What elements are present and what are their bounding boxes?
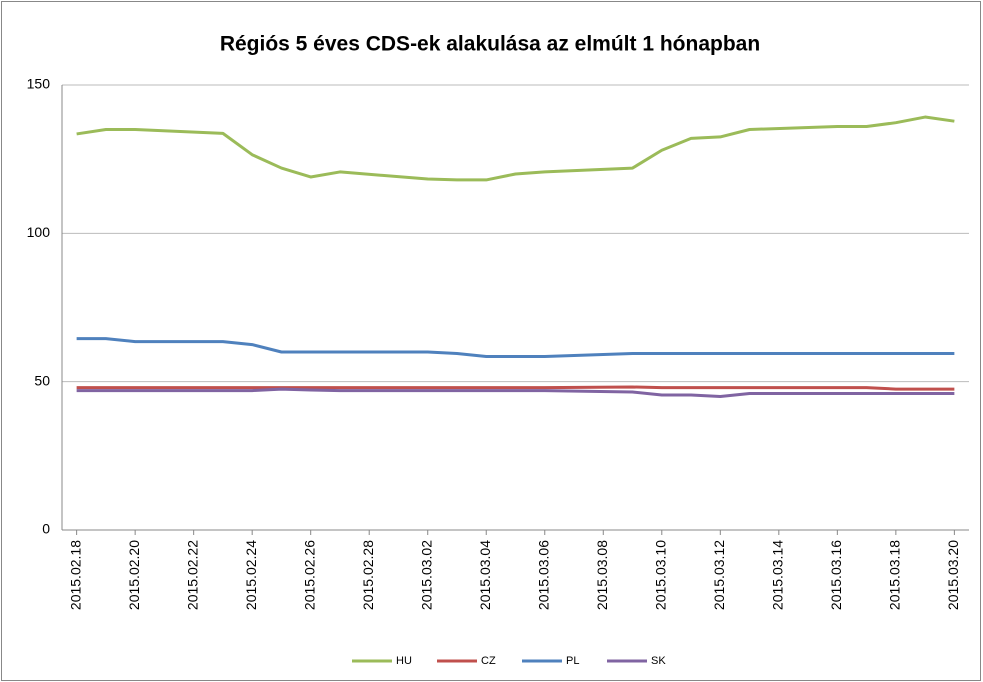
x-tick-label: 2015.02.28	[360, 540, 376, 610]
x-tick-label: 2015.03.08	[594, 540, 610, 610]
series-line	[76, 337, 955, 358]
x-tick-label: 2015.03.14	[770, 540, 786, 610]
x-tick-label: 2015.03.16	[828, 540, 844, 610]
x-tick-label: 2015.02.22	[184, 540, 200, 610]
legend-label: HU	[396, 655, 412, 667]
series-line	[76, 115, 955, 182]
x-tick-label: 2015.03.12	[711, 540, 727, 610]
x-tick-label: 2015.03.02	[418, 540, 434, 610]
x-tick-label: 2015.02.18	[67, 540, 83, 610]
legend-label: SK	[651, 655, 666, 667]
chart-title: Régiós 5 éves CDS-ek alakulása az elmúlt…	[220, 33, 760, 56]
x-tick-label: 2015.03.10	[652, 540, 668, 610]
series-line	[76, 385, 955, 391]
legend-label: PL	[566, 655, 579, 667]
x-tick-label: 2015.03.06	[535, 540, 551, 610]
y-tick-label: 0	[42, 521, 50, 537]
x-tick-label: 2015.02.24	[243, 540, 259, 610]
y-tick-label: 50	[34, 372, 50, 388]
x-tick-label: 2015.03.20	[945, 540, 961, 610]
x-tick-label: 2015.02.20	[126, 540, 142, 610]
x-tick-label: 2015.02.26	[301, 540, 317, 610]
x-tick-label: 2015.03.18	[887, 540, 903, 610]
series-line	[76, 387, 955, 398]
legend-label: CZ	[481, 655, 496, 667]
x-tick-label: 2015.03.04	[477, 540, 493, 610]
y-tick-label: 100	[27, 224, 51, 240]
y-tick-label: 150	[27, 76, 51, 92]
